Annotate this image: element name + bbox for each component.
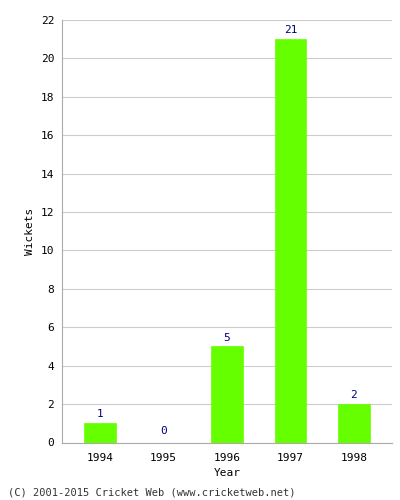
Text: 21: 21 bbox=[284, 26, 297, 36]
Text: 5: 5 bbox=[224, 332, 230, 342]
Text: 0: 0 bbox=[160, 426, 167, 436]
Bar bbox=[338, 404, 370, 442]
Bar bbox=[84, 424, 116, 442]
Text: 1: 1 bbox=[97, 410, 104, 420]
Text: (C) 2001-2015 Cricket Web (www.cricketweb.net): (C) 2001-2015 Cricket Web (www.cricketwe… bbox=[8, 488, 296, 498]
Text: 2: 2 bbox=[350, 390, 357, 400]
Bar bbox=[274, 39, 306, 442]
Bar bbox=[211, 346, 243, 442]
X-axis label: Year: Year bbox=[214, 468, 240, 478]
Y-axis label: Wickets: Wickets bbox=[25, 208, 35, 255]
